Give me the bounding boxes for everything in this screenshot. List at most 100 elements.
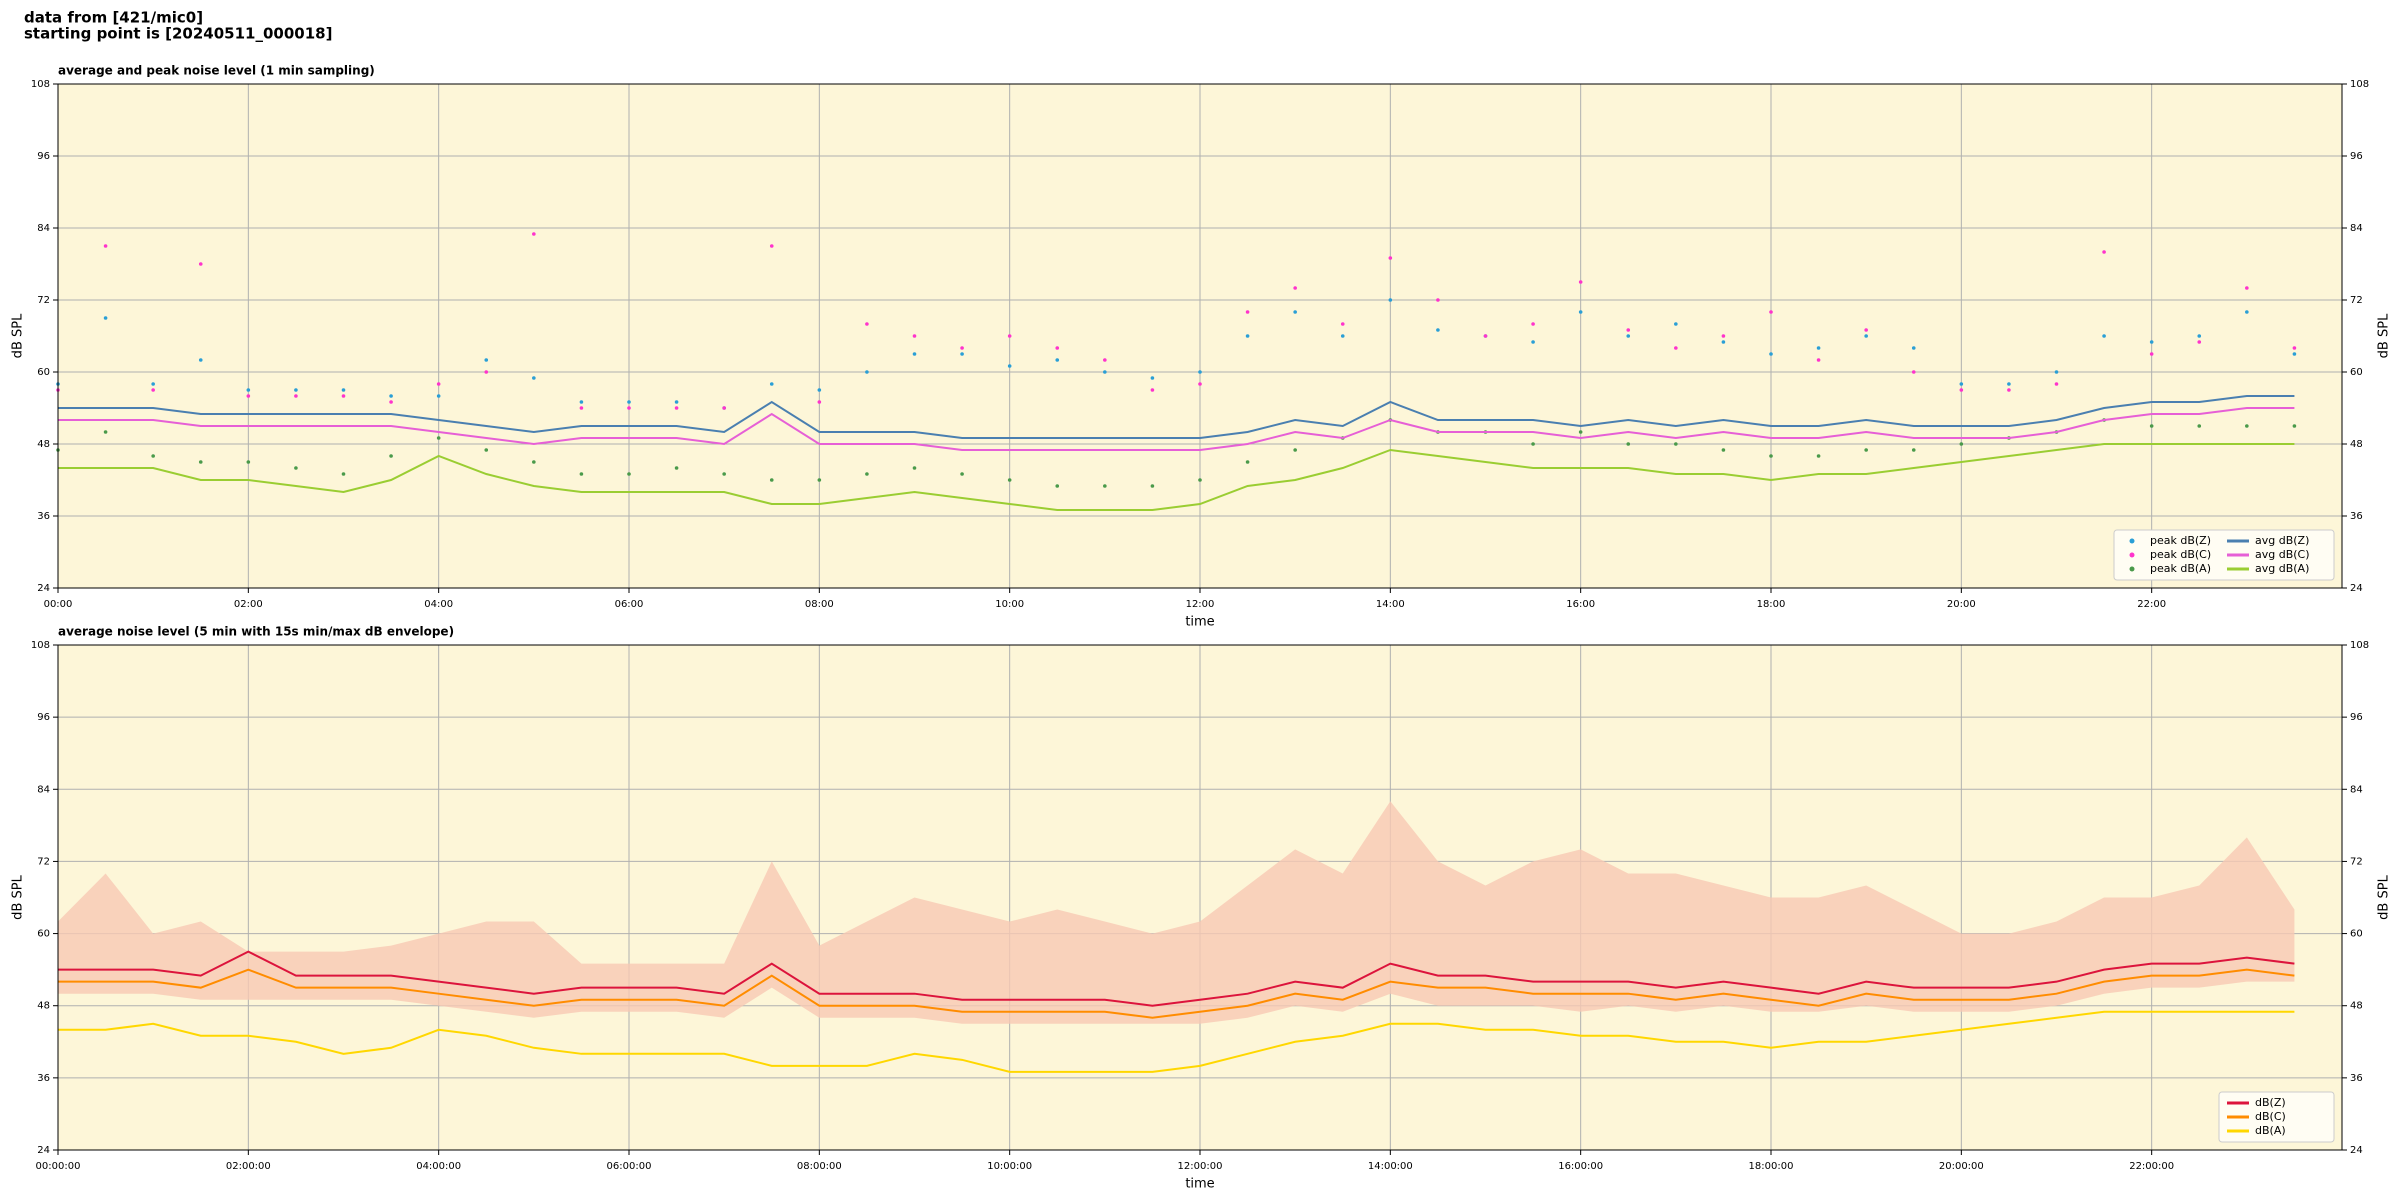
peak-point bbox=[1769, 310, 1773, 314]
peak-point bbox=[960, 346, 964, 350]
x-tick-label: 00:00 bbox=[44, 599, 73, 610]
legend-marker bbox=[2129, 538, 2135, 544]
peak-point bbox=[484, 358, 489, 362]
legend-label: avg dB(Z) bbox=[2255, 534, 2309, 547]
peak-point bbox=[2197, 340, 2202, 344]
peak-point bbox=[436, 394, 441, 398]
peak-point bbox=[2007, 382, 2011, 386]
x-tick-label: 04:00:00 bbox=[416, 1161, 461, 1172]
peak-point bbox=[1055, 484, 1060, 488]
y2-axis-title: dB SPL bbox=[2377, 874, 2392, 919]
peak-point bbox=[1150, 388, 1155, 392]
peak-point bbox=[198, 262, 203, 266]
legend-label: peak dB(A) bbox=[2150, 562, 2211, 575]
y2-tick-label: 48 bbox=[2350, 439, 2363, 450]
y2-tick-label: 24 bbox=[2350, 1145, 2363, 1156]
peak-point bbox=[865, 370, 869, 374]
series-line bbox=[58, 968, 2295, 1019]
series-line bbox=[58, 950, 2295, 1007]
peak-point bbox=[1150, 484, 1155, 488]
peak-point bbox=[389, 454, 393, 458]
peak-point bbox=[1674, 442, 1678, 446]
peak-point bbox=[1864, 334, 1868, 338]
peak-point bbox=[1721, 334, 1726, 338]
y-tick-label: 24 bbox=[37, 1145, 50, 1156]
x-tick-label: 08:00 bbox=[805, 599, 834, 610]
y-tick-label: 72 bbox=[37, 295, 50, 306]
x-tick-label: 16:00 bbox=[1566, 599, 1595, 610]
y-tick-label: 96 bbox=[37, 151, 50, 162]
peak-point bbox=[1531, 340, 1535, 344]
x-tick-label: 06:00:00 bbox=[607, 1161, 652, 1172]
peak-point bbox=[579, 400, 584, 404]
peak-point bbox=[151, 388, 155, 392]
peak-point bbox=[1721, 448, 1726, 452]
y2-tick-label: 96 bbox=[2350, 151, 2363, 162]
x-tick-label: 20:00:00 bbox=[1939, 1161, 1984, 1172]
peak-point bbox=[532, 460, 536, 464]
peak-point bbox=[246, 460, 251, 464]
peak-point bbox=[1531, 442, 1535, 446]
peak-point bbox=[2245, 286, 2249, 290]
legend-label: dB(A) bbox=[2255, 1124, 2286, 1137]
x-tick-label: 16:00:00 bbox=[1558, 1161, 1603, 1172]
y2-tick-label: 48 bbox=[2350, 1001, 2363, 1012]
peak-point bbox=[1864, 328, 1868, 332]
peak-point bbox=[103, 316, 108, 320]
peak-point bbox=[198, 460, 203, 464]
y2-tick-label: 84 bbox=[2350, 784, 2363, 795]
peak-point bbox=[769, 382, 774, 386]
peak-point bbox=[1007, 478, 1012, 482]
y-tick-label: 108 bbox=[31, 640, 50, 651]
series-line bbox=[58, 443, 2295, 511]
peak-point bbox=[341, 388, 346, 392]
peak-point bbox=[2102, 334, 2106, 338]
peak-point bbox=[674, 466, 679, 470]
peak-point bbox=[103, 244, 108, 248]
peak-point bbox=[1816, 358, 1821, 362]
y2-tick-label: 36 bbox=[2350, 1073, 2363, 1084]
legend-marker bbox=[2129, 552, 2135, 558]
peak-point bbox=[1483, 334, 1488, 338]
peak-point bbox=[627, 472, 631, 476]
legend-label: peak dB(C) bbox=[2150, 548, 2211, 561]
plot-frame bbox=[57, 83, 2343, 589]
peak-point bbox=[627, 400, 631, 404]
peak-point bbox=[1816, 346, 1821, 350]
x-tick-label: 20:00 bbox=[1947, 599, 1976, 610]
peak-point bbox=[1816, 454, 1821, 458]
envelope bbox=[58, 801, 2295, 1024]
peak-point bbox=[1674, 346, 1678, 350]
peak-point bbox=[1436, 298, 1440, 302]
peak-point bbox=[2197, 424, 2202, 428]
peak-point bbox=[1626, 442, 1631, 446]
peak-point bbox=[341, 394, 346, 398]
peak-point bbox=[1150, 376, 1155, 380]
y-tick-label: 36 bbox=[37, 511, 50, 522]
peak-point bbox=[1769, 454, 1773, 458]
x-tick-label: 02:00 bbox=[234, 599, 263, 610]
peak-point bbox=[960, 352, 964, 356]
series-line bbox=[58, 395, 2295, 439]
peak-point bbox=[1578, 310, 1583, 314]
peak-point bbox=[912, 352, 917, 356]
peak-point bbox=[912, 334, 917, 338]
y-tick-label: 24 bbox=[37, 583, 50, 594]
peak-point bbox=[2149, 352, 2154, 356]
peak-point bbox=[1245, 310, 1250, 314]
peak-point bbox=[960, 472, 964, 476]
y-tick-label: 60 bbox=[37, 367, 50, 378]
peak-point bbox=[2149, 424, 2154, 428]
peak-point bbox=[1388, 298, 1393, 302]
peak-point bbox=[2149, 340, 2154, 344]
y2-tick-label: 36 bbox=[2350, 511, 2363, 522]
peak-point bbox=[1340, 334, 1345, 338]
peak-point bbox=[912, 466, 917, 470]
peak-point bbox=[1293, 448, 1297, 452]
y2-tick-label: 108 bbox=[2350, 79, 2369, 90]
peak-point bbox=[1959, 382, 1964, 386]
peak-point bbox=[865, 472, 869, 476]
y2-tick-label: 96 bbox=[2350, 712, 2363, 723]
y2-tick-label: 60 bbox=[2350, 367, 2363, 378]
y2-axis-title: dB SPL bbox=[2377, 313, 2392, 358]
